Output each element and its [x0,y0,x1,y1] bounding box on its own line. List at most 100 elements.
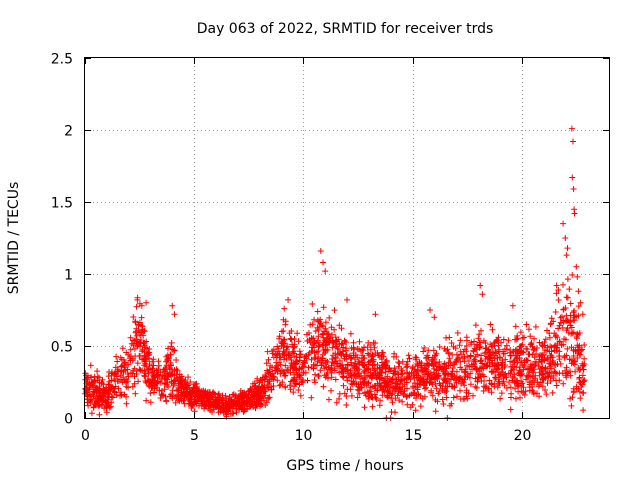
data-point [153,384,160,391]
data-point [293,369,300,376]
data-point [494,366,501,373]
data-point [383,364,389,370]
data-point [532,323,539,330]
data-point [513,379,520,386]
x-tick-label: 0 [81,428,90,444]
data-point [555,297,562,303]
data-point [263,360,270,367]
data-point [505,337,512,344]
data-point [439,396,446,403]
data-point [571,317,578,324]
data-point [477,365,484,372]
data-point [476,374,482,381]
data-point [364,389,371,396]
data-point [280,343,287,350]
y-tick-label: 0 [64,412,73,428]
data-point [396,385,403,392]
data-point [579,311,586,318]
data-point [173,387,180,394]
data-point [217,397,223,404]
data-point [146,351,152,358]
data-point [336,357,343,364]
data-point [544,344,551,351]
data-point [496,376,503,383]
data-point [581,377,588,384]
data-point [245,394,252,401]
data-point [313,362,320,369]
data-point [212,391,219,398]
y-tick-label: 1.5 [51,196,73,212]
data-point [502,356,509,363]
data-point [252,383,258,390]
data-point [260,397,267,404]
data-point [335,336,342,343]
data-point [147,365,153,372]
data-point [96,374,103,381]
data-point [581,355,588,362]
data-point [273,359,280,366]
data-point [99,376,106,383]
data-point [331,367,338,374]
data-point [141,328,148,335]
data-point [473,367,480,373]
data-point [147,390,154,397]
data-point [541,339,548,346]
data-point [244,399,251,406]
data-point [87,362,94,369]
data-point [572,358,578,365]
data-point [566,286,573,293]
data-point [456,376,463,383]
data-point [340,382,347,389]
data-point [288,360,295,367]
data-point [373,396,380,402]
data-point [416,358,423,365]
data-point [433,385,440,392]
data-point [488,343,495,350]
data-point [184,382,191,389]
data-point [324,358,331,365]
data-point [577,395,584,402]
data-point [562,305,569,311]
data-point [521,334,528,341]
data-point [487,351,494,358]
data-point [275,366,282,373]
data-point [338,325,345,332]
data-point [424,361,431,368]
data-point [414,380,421,387]
data-point [526,351,533,358]
data-point [420,348,427,355]
data-point [136,319,143,326]
data-point [574,330,581,337]
data-point [487,321,494,328]
data-point [283,355,290,362]
data-point [185,374,191,381]
data-point [560,341,567,348]
data-point [114,358,121,365]
data-point [281,305,288,312]
data-point [290,348,297,355]
data-point [326,314,333,321]
data-point [464,337,470,344]
data-point [533,358,539,365]
data-point [308,356,315,363]
data-point [329,331,335,338]
data-point [333,341,340,348]
data-point [443,347,449,354]
data-point [505,370,512,377]
data-point [388,395,395,402]
data-point [454,330,461,336]
data-point [478,352,485,359]
data-point [348,392,355,399]
data-point [474,342,481,349]
data-point [283,344,290,351]
data-point [320,383,327,390]
data-point [479,291,486,298]
data-point [477,339,484,346]
data-points [82,125,588,421]
data-point [485,346,492,353]
data-point [507,384,514,391]
data-point [463,342,470,349]
data-point [323,364,330,371]
data-point [481,361,488,368]
data-point [404,363,411,370]
